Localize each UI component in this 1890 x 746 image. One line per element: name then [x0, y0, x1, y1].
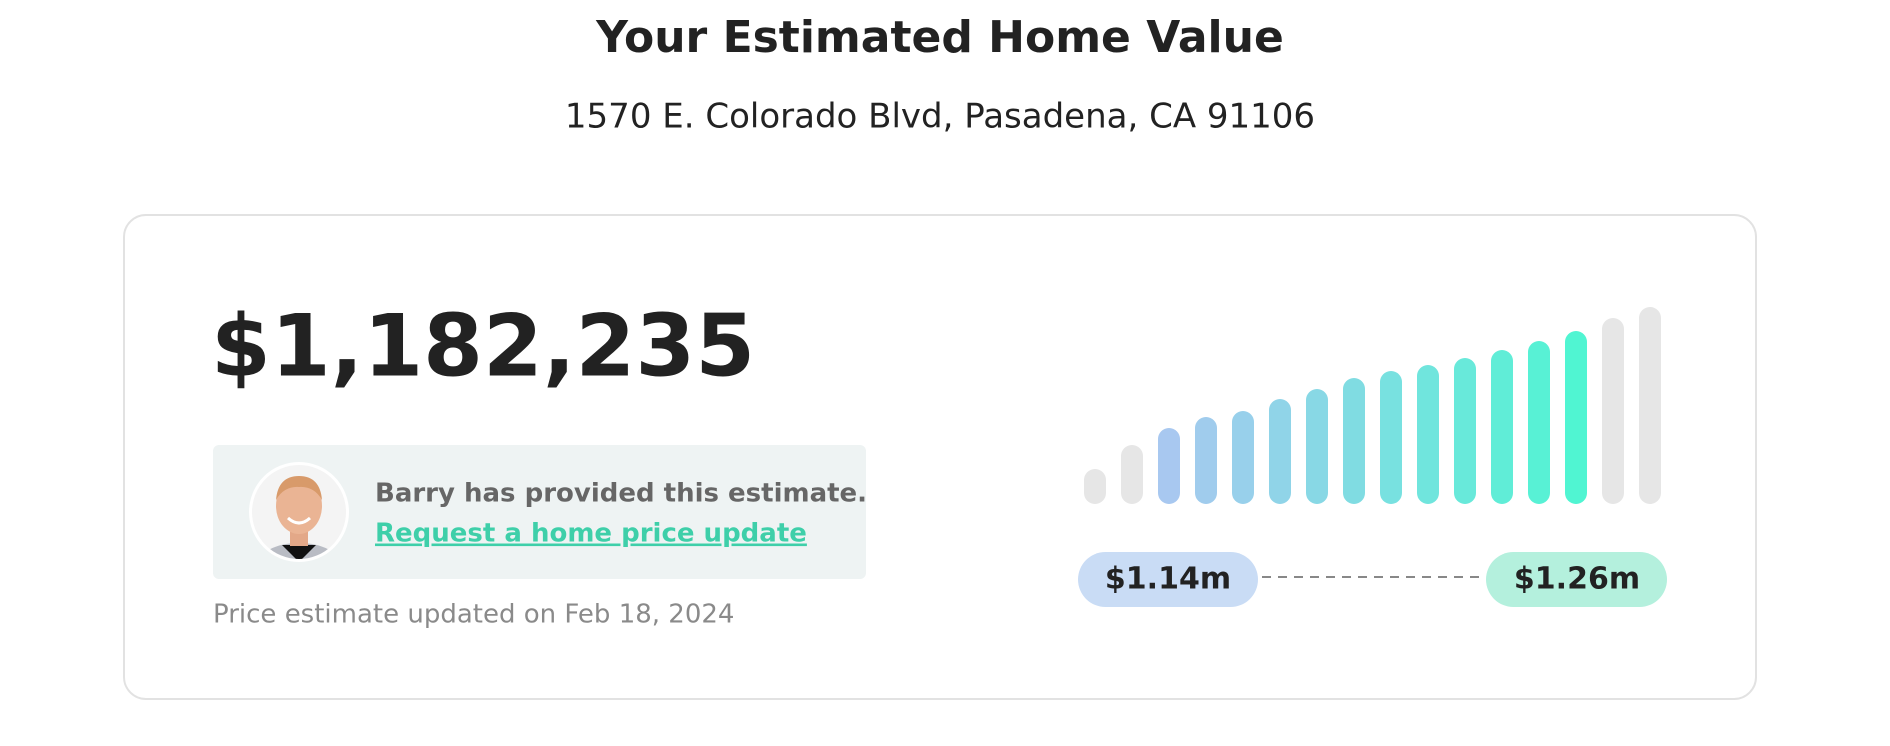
range-bar	[1454, 358, 1476, 504]
page-title: Your Estimated Home Value	[595, 12, 1284, 63]
range-bar	[1491, 350, 1513, 504]
range-bar	[1084, 469, 1106, 504]
range-bar	[1121, 445, 1143, 504]
range-bar	[1343, 378, 1365, 504]
range-high-pill	[1486, 552, 1667, 607]
range-bar	[1565, 331, 1587, 504]
range-bar	[1306, 389, 1328, 504]
address: 1570 E. Colorado Blvd, Pasadena, CA 9110…	[565, 97, 1315, 137]
range-bar	[1417, 365, 1439, 504]
range-bar	[1528, 341, 1550, 504]
updated-date: Price estimate updated on Feb 18, 2024	[213, 600, 734, 630]
range-bar	[1602, 318, 1624, 504]
range-bar	[1380, 371, 1402, 504]
range-bar	[1195, 417, 1217, 504]
range-bar	[1269, 399, 1291, 504]
estimate-price: $1,182,235	[211, 296, 755, 396]
price-update-link[interactable]: Request a home price update	[375, 519, 807, 549]
range-high: $1.26m	[1514, 562, 1640, 597]
range-low: $1.14m	[1105, 562, 1231, 597]
range-bars	[1084, 307, 1661, 504]
range-bar	[1639, 307, 1661, 504]
range-bar	[1158, 428, 1180, 504]
range-bar	[1232, 411, 1254, 504]
range-low-pill	[1078, 552, 1258, 607]
agent-avatar	[249, 462, 349, 562]
agent-note: Barry has provided this estimate.	[375, 479, 867, 509]
agent-box	[213, 445, 866, 579]
